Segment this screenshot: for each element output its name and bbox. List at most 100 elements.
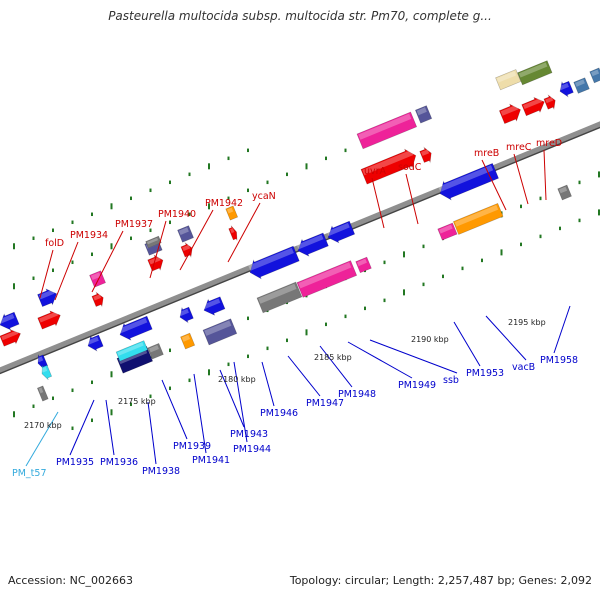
gene-label: sodC	[398, 162, 422, 173]
gene-feature	[452, 202, 504, 235]
label-leader-line	[69, 399, 95, 456]
gene-shape	[356, 111, 418, 150]
label-leaders	[25, 149, 571, 467]
gene-shape	[589, 67, 600, 84]
gene-label: PM1946	[260, 408, 298, 419]
gene-highlight	[38, 387, 44, 394]
gene-shape	[87, 334, 104, 352]
gene-feature	[202, 296, 226, 316]
gene-feature	[495, 69, 522, 91]
gene-feature	[360, 148, 417, 185]
label-leader-line	[147, 401, 157, 465]
gene-highlight	[454, 205, 499, 227]
gene-label: PM_t57	[12, 468, 47, 479]
gene-highlight	[202, 298, 221, 310]
gene-highlight	[37, 356, 44, 363]
gene-shape	[543, 94, 556, 111]
gene-label: PM1942	[205, 198, 243, 209]
label-leader-line	[25, 411, 59, 467]
gene-highlight	[559, 186, 568, 194]
label-leader-line	[105, 399, 115, 456]
gene-label: mreC	[506, 142, 532, 153]
gene-highlight	[591, 69, 600, 77]
gene-highlight	[181, 334, 191, 342]
gene-feature	[557, 184, 572, 201]
gene-feature	[145, 235, 162, 249]
label-leader-line	[193, 373, 207, 454]
gene-feature	[0, 329, 21, 347]
label-leader-line	[543, 149, 547, 201]
gene-feature	[228, 225, 238, 241]
gene-feature	[573, 77, 590, 94]
gene-label: PM1948	[338, 389, 376, 400]
label-leader-line	[481, 159, 507, 211]
gene-features	[0, 60, 600, 402]
label-leader-line	[513, 153, 529, 205]
gene-label: PM1934	[70, 230, 108, 241]
scale-label: 2195 kbp	[508, 318, 546, 327]
gene-label: PM1940	[158, 209, 196, 220]
gene-feature	[0, 311, 20, 331]
gene-highlight	[496, 71, 517, 83]
gene-feature	[179, 306, 194, 324]
label-leader-line	[347, 341, 413, 379]
gene-highlight	[93, 294, 102, 301]
gene-highlight	[258, 283, 297, 304]
gene-highlight	[518, 62, 548, 78]
gene-label: uvrA	[364, 166, 387, 177]
gene-labels: folD PM1934 PM1937 PM1940 PM1942 ycaN uvrA sodC…	[12, 138, 578, 479]
gene-feature	[91, 291, 104, 308]
gene-label: PM1939	[173, 441, 211, 452]
gene-shape	[0, 311, 20, 331]
gene-feature	[37, 310, 61, 330]
label-leader-line	[369, 339, 458, 374]
gene-highlight	[421, 149, 430, 156]
gene-feature	[414, 105, 433, 124]
scale-label: 2170 kbp	[24, 421, 62, 430]
label-leader-line	[91, 230, 124, 293]
label-leader-line	[179, 209, 214, 271]
gene-feature	[559, 80, 574, 98]
label-leader-line	[227, 202, 261, 263]
gene-shape	[37, 310, 61, 330]
gene-label: PM1935	[56, 457, 94, 468]
accession-text: Accession: NC_002663	[8, 574, 134, 587]
gene-feature	[589, 67, 600, 84]
gene-feature	[177, 225, 194, 243]
gene-highlight	[559, 82, 569, 91]
gene-highlight	[500, 104, 519, 116]
gene-label: PM1947	[306, 398, 344, 409]
gene-highlight	[545, 96, 554, 104]
gene-label: ycaN	[252, 191, 276, 202]
gene-shape	[452, 202, 504, 235]
gene-highlight	[41, 366, 48, 373]
gene-highlight	[416, 107, 427, 116]
gene-highlight	[362, 149, 414, 176]
gene-shape	[355, 256, 372, 274]
label-leader-line	[39, 249, 54, 299]
gene-shape	[498, 103, 521, 125]
gene-label: PM1944	[233, 444, 271, 455]
gene-feature	[87, 334, 104, 352]
gene-highlight	[87, 336, 99, 345]
gene-shape	[91, 291, 104, 308]
scale-label: 2175 kbp	[118, 397, 156, 406]
gene-shape	[145, 235, 162, 249]
gene-highlight	[0, 313, 15, 324]
gene-highlight	[90, 272, 101, 281]
gene-highlight	[227, 207, 234, 214]
gene-label: mreB	[474, 148, 499, 159]
scale-labels: 2170 kbp 2175 kbp 2180 kbp 2185 kbp 2190 kbp…	[24, 318, 546, 430]
label-leader-line	[161, 379, 188, 440]
gene-shape	[573, 77, 590, 94]
gene-highlight	[357, 258, 367, 267]
gene-shape	[202, 318, 238, 346]
gene-label: PM1943	[230, 429, 268, 440]
gene-feature	[256, 281, 303, 314]
gene-label: PM1941	[192, 455, 230, 466]
gene-shape	[559, 80, 574, 98]
gene-highlight	[146, 237, 159, 245]
gene-feature	[225, 205, 239, 221]
scale-label: 2185 kbp	[314, 353, 352, 362]
gene-shape	[249, 245, 300, 280]
